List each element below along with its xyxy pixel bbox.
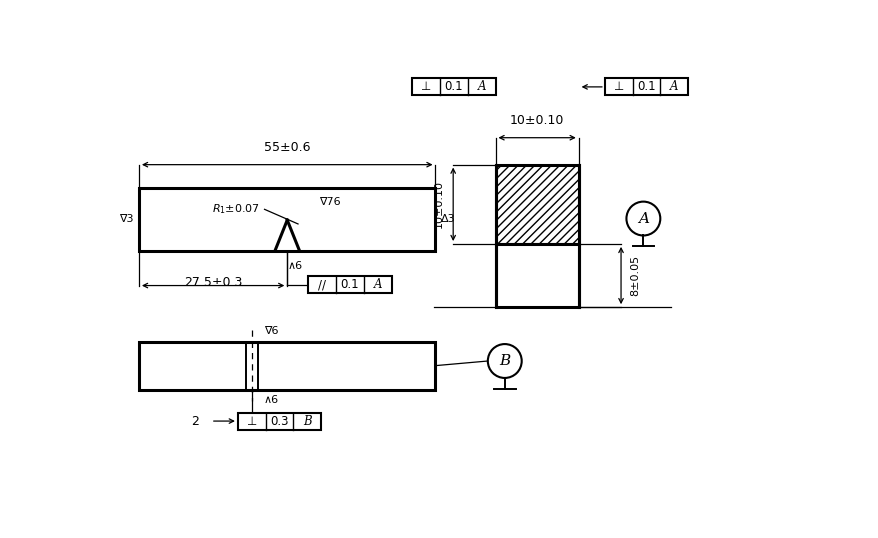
Bar [139,188,435,251]
Bar [604,79,687,95]
Bar [139,342,435,390]
Text: A: A [373,278,382,291]
Text: 8±0.05: 8±0.05 [630,255,639,296]
Text: ⊥: ⊥ [246,415,256,428]
Bar [495,165,578,244]
Text: 0.1: 0.1 [341,278,359,291]
Bar [308,277,391,293]
Text: 27.5±0.3: 27.5±0.3 [184,277,242,289]
Text: A: A [477,80,486,94]
Text: 10±0.10: 10±0.10 [509,114,564,127]
Text: A: A [637,211,648,225]
Text: ⊥: ⊥ [421,80,431,94]
Bar [238,413,320,429]
Text: $R_1$±0.07: $R_1$±0.07 [212,202,260,216]
Text: ⊥: ⊥ [613,80,623,94]
Text: Δ3: Δ3 [440,214,455,224]
Text: B: B [499,354,510,368]
Text: A: A [669,80,678,94]
Text: ∇3: ∇3 [119,214,133,224]
Text: 0.3: 0.3 [270,415,288,428]
Text: ∧6: ∧6 [263,395,278,405]
Text: 55±0.6: 55±0.6 [263,141,310,154]
Text: ∇6: ∇6 [263,326,277,336]
Text: 2: 2 [191,415,199,428]
Text: 10±0.10: 10±0.10 [434,180,443,228]
Text: ∇76: ∇76 [319,196,340,207]
Text: 0.1: 0.1 [637,80,655,94]
Circle shape [626,202,659,236]
Text: 0.1: 0.1 [444,80,463,94]
Bar [495,244,578,307]
Text: //: // [318,278,326,291]
Circle shape [487,344,522,378]
Text: B: B [302,415,311,428]
Bar [412,79,495,95]
Text: ∧6: ∧6 [287,261,302,271]
